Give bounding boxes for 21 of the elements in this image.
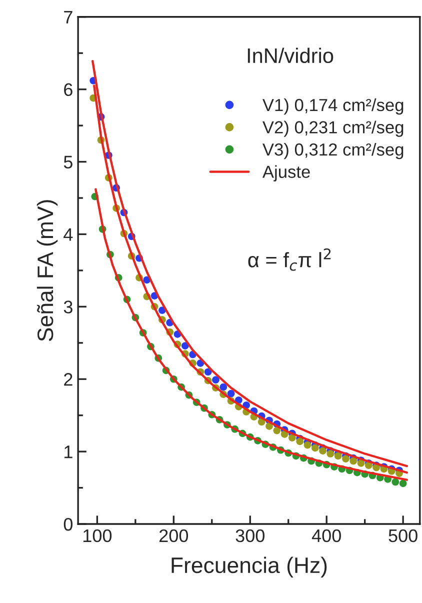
x-tick-label: 200 <box>160 529 188 542</box>
y-tick-label: 7 <box>64 11 72 24</box>
x-tick-label: 500 <box>388 529 418 542</box>
y-tick-label: 1 <box>64 446 72 458</box>
legend-label: V2) 0,231 cm²/seg <box>262 120 404 137</box>
y-tick-label: 5 <box>64 156 72 168</box>
annotation: α = f$_{c}$π l$^{2}$ <box>248 248 331 271</box>
y-tick-label: 3 <box>64 300 72 314</box>
y-tick-label: 4 <box>64 228 73 241</box>
x-tick-label: 300 <box>236 529 264 542</box>
y-tick-label: 0 <box>64 518 73 531</box>
y-tick-label: 6 <box>64 83 72 96</box>
legend-label: V1) 0,174 cm²/seg <box>262 98 404 115</box>
x-tick-label: 100 <box>84 529 112 542</box>
legend-label: Ajuste <box>262 165 310 182</box>
legend-label: V3) 0,312 cm²/seg <box>262 142 404 160</box>
y-axis-title: Señal FA (mV) <box>36 200 58 342</box>
x-axis-title: Frecuencia (Hz) <box>172 556 327 578</box>
x-tick-label: 400 <box>312 529 341 542</box>
annotation: InN/vidrio <box>248 48 334 64</box>
y-tick-label: 2 <box>64 373 72 386</box>
